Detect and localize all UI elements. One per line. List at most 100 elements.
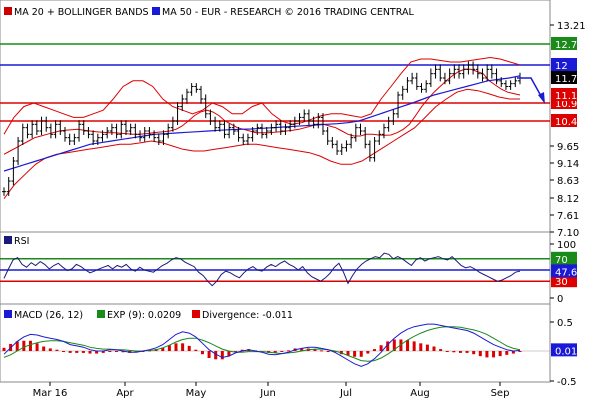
divergence-bar-6: [42, 346, 46, 351]
macd-value-tag-label: 0.01: [555, 346, 577, 357]
forecast-arrow: [517, 77, 542, 97]
divergence-bar-5: [35, 343, 39, 351]
ma20-value-tag-bg: [551, 88, 577, 101]
price-y-tick-label-10: 8.12: [557, 194, 579, 205]
divergence-bar-15: [101, 351, 105, 353]
price-level-tag-3-bg: [551, 114, 577, 127]
price-level-tag-0-label: 12.7: [555, 40, 577, 51]
divergence-bar-71: [472, 351, 476, 355]
divergence-bar-47: [313, 349, 317, 351]
rsi-y-tick-label-4: 0: [557, 294, 563, 305]
divergence-bar-60: [399, 339, 403, 351]
macd-legend-label: MACD (26, 12): [14, 310, 83, 321]
divergence-bar-30: [200, 351, 204, 355]
divergence-bar-69: [458, 351, 462, 353]
divergence-bar-54: [359, 351, 363, 357]
x-tick-label-4: Jul: [339, 388, 352, 399]
macd-line: [3, 323, 521, 367]
ma20-legend-swatch: [4, 7, 12, 15]
bollinger-upper-line: [3, 56, 521, 135]
divergence-bar-62: [412, 341, 416, 351]
x-tick-label-5: Aug: [410, 388, 430, 399]
price-level-tag-1-label: 12: [555, 61, 568, 72]
x-tick-label-2: May: [186, 388, 207, 399]
divergence-bar-64: [425, 344, 429, 351]
divergence-bar-70: [465, 351, 469, 353]
divergence-bar-53: [353, 351, 357, 357]
divergence-bar-24: [161, 347, 165, 351]
rsi-value-tag-bg: [551, 264, 577, 278]
ma50-legend-swatch: [152, 7, 160, 15]
divergence-bar-29: [194, 349, 198, 351]
divergence-bar-9: [62, 351, 66, 352]
divergence-bar-11: [75, 351, 79, 353]
divergence-legend-label: Divergence: -0.011: [202, 310, 293, 321]
divergence-bar-31: [207, 351, 211, 359]
divergence-bar-50: [333, 351, 337, 353]
divergence-bar-77: [511, 351, 515, 354]
price-level-tag-2-label: 10.9: [555, 99, 577, 110]
rsi-level-tag-2-label: 30: [555, 277, 568, 288]
price-level-tag-0-bg: [551, 37, 577, 50]
exp-legend-label: EXP (9): 0.0209: [107, 310, 181, 321]
divergence-bar-42: [280, 351, 284, 352]
last-price-tag-label: 11.7: [555, 74, 577, 85]
divergence-bar-25: [167, 345, 171, 351]
divergence-bar-57: [379, 345, 383, 351]
divergence-bar-67: [445, 351, 449, 352]
divergence-bar-20: [134, 351, 138, 353]
ma20-value-tag-label: 11.1: [555, 91, 577, 102]
divergence-bar-73: [485, 351, 489, 358]
divergence-bar-7: [48, 348, 52, 351]
divergence-bar-26: [174, 343, 178, 351]
exp-legend-swatch: [97, 310, 105, 318]
rsi-level-tag-0-bg: [551, 251, 577, 265]
divergence-bar-4: [28, 340, 32, 351]
divergence-bar-14: [95, 351, 99, 354]
divergence-bar-48: [320, 350, 324, 352]
divergence-bar-8: [55, 349, 59, 351]
macd-legend: MACD (26, 12) EXP (9): 0.0209 Divergence…: [4, 310, 293, 321]
price-legend: MA 20 + BOLLINGER BANDS MA 50 - EUR - RE…: [4, 7, 414, 18]
x-tick-label-6: Sep: [491, 388, 510, 399]
rsi-value-tag-label: 47.61: [555, 267, 584, 278]
divergence-bar-27: [181, 343, 185, 351]
macd-legend-swatch: [4, 310, 12, 318]
divergence-bar-33: [220, 351, 224, 360]
divergence-bar-13: [88, 351, 92, 354]
macd-y-tick-label-2: -0.5: [557, 377, 577, 388]
rsi-line: [3, 252, 521, 287]
divergence-bar-72: [478, 351, 482, 357]
divergence-bar-49: [326, 351, 330, 352]
divergence-legend-swatch: [192, 310, 200, 318]
divergence-bar-65: [432, 346, 436, 351]
rsi-y-tick-label-0: 100: [557, 240, 576, 251]
divergence-bar-0: [2, 347, 6, 351]
forecast-arrowhead: [538, 92, 545, 104]
divergence-bar-10: [68, 351, 72, 353]
divergence-bar-17: [114, 351, 118, 352]
divergence-bar-68: [452, 351, 456, 353]
divergence-bar-52: [346, 351, 350, 356]
rsi-level-tag-0-label: 70: [555, 255, 568, 266]
macd-y-tick-label-0: 0.5: [557, 318, 573, 329]
divergence-bar-55: [366, 351, 370, 354]
divergence-bar-56: [372, 349, 376, 351]
divergence-bar-58: [386, 341, 390, 351]
divergence-bar-36: [240, 349, 244, 351]
x-tick-label-3: Jun: [259, 388, 276, 399]
divergence-bar-2: [15, 341, 19, 351]
divergence-bar-45: [300, 348, 304, 351]
x-tick-label-1: Apr: [116, 388, 134, 399]
last-price-tag-bg: [551, 71, 577, 84]
bollinger-lower-line: [3, 88, 520, 199]
ma50-legend-label: MA 50 - EUR - RESEARCH © 2016 TRADING CE…: [162, 7, 414, 18]
divergence-bar-16: [108, 351, 112, 352]
divergence-bar-3: [22, 340, 26, 351]
divergence-bar-78: [518, 351, 522, 352]
rsi-legend: RSI: [4, 236, 29, 247]
price-y-tick-label-8: 9.14: [557, 159, 579, 170]
price-y-tick-label-0: 13.21: [557, 21, 586, 32]
divergence-bar-61: [406, 340, 410, 351]
